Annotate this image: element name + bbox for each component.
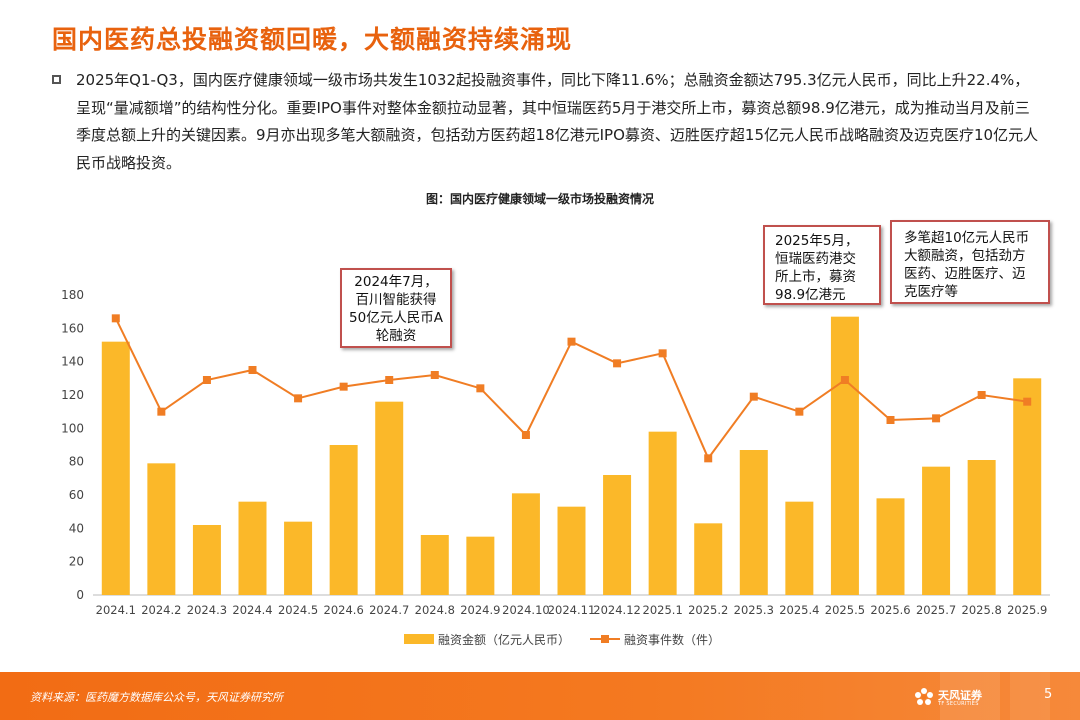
logo-text-en: TF SECURITIES — [938, 701, 979, 707]
bar-2024.3 — [192, 525, 221, 595]
bar-2025.9 — [1013, 378, 1042, 595]
x-tick-label: 2025.5 — [825, 603, 865, 617]
point-2024.7 — [385, 376, 394, 384]
point-2024.10 — [521, 431, 530, 439]
chart-caption: 图：国内医疗健康领域一级市场投融资情况 — [425, 192, 654, 206]
y-tick-label: 20 — [69, 555, 84, 569]
legend-bar-label: 融资金额（亿元人民币） — [438, 632, 570, 647]
legend-bar-swatch — [404, 634, 434, 644]
point-2025.6 — [886, 416, 895, 424]
callout-hengrui: 2025年5月，恒瑞医药港交所上市，募资98.9亿港元 — [763, 225, 881, 305]
bar-2024.11 — [557, 506, 586, 595]
summary-text: 2025年Q1-Q3，国内医疗健康领域一级市场共发生1032起投融资事件，同比下… — [76, 71, 1039, 172]
x-tick-label: 2024.4 — [232, 603, 272, 617]
bar-2024.4 — [238, 501, 267, 595]
x-tick-label: 2024.9 — [460, 603, 500, 617]
point-2025.1 — [658, 349, 667, 358]
bar-2025.7 — [922, 466, 951, 595]
bar-2025.3 — [739, 450, 768, 595]
y-tick-label: 180 — [61, 288, 84, 302]
x-tick-label: 2024.12 — [593, 603, 641, 617]
y-tick-label: 80 — [69, 455, 84, 469]
point-2024.9 — [476, 384, 485, 393]
x-tick-label: 2024.3 — [187, 603, 227, 617]
y-tick-label: 120 — [61, 388, 84, 402]
footer-band — [0, 672, 1080, 720]
point-2025.4 — [795, 407, 804, 416]
bar-2024.12 — [603, 475, 632, 595]
bar-2024.6 — [329, 445, 358, 595]
point-2024.4 — [248, 366, 257, 374]
x-tick-label: 2025.3 — [734, 603, 774, 617]
bar-2024.1 — [101, 341, 130, 595]
bar-2024.9 — [466, 536, 495, 595]
bar-2024.2 — [147, 463, 176, 595]
x-tick-label: 2025.8 — [962, 603, 1002, 617]
y-tick-label: 40 — [69, 521, 84, 535]
point-2025.8 — [977, 391, 986, 399]
point-2024.2 — [157, 407, 166, 416]
point-2024.1 — [111, 314, 120, 323]
bar-2024.10 — [511, 493, 540, 595]
chart-legend: 融资金额（亿元人民币） 融资事件数（件） — [404, 632, 720, 647]
point-2024.12 — [613, 359, 622, 368]
x-tick-label: 2025.4 — [779, 603, 819, 617]
point-2024.5 — [294, 394, 303, 403]
x-tick-label: 2024.1 — [96, 603, 136, 617]
line-series — [111, 314, 1032, 463]
bar-series — [101, 316, 1042, 595]
callout-large-financing: 多笔超10亿元人民币大额融资，包括劲方医药、迈胜医疗、迈克医疗等 — [890, 220, 1050, 304]
point-2024.8 — [430, 371, 439, 379]
x-tick-label: 2024.2 — [141, 603, 181, 617]
point-2025.5 — [840, 376, 849, 384]
x-tick-label: 2024.5 — [278, 603, 318, 617]
point-2024.11 — [567, 337, 576, 346]
bullet-square-icon — [52, 75, 61, 84]
bar-2025.5 — [830, 316, 859, 595]
x-tick-label: 2024.8 — [415, 603, 455, 617]
x-tick-label: 2025.9 — [1007, 603, 1047, 617]
bar-2025.6 — [876, 498, 905, 595]
bar-2024.5 — [284, 521, 313, 595]
x-axis: 2024.1 2024.2 2024.3 2024.4 2024.5 2024.6 2024… — [96, 603, 1048, 617]
legend-line-marker — [601, 635, 609, 643]
y-tick-label: 60 — [69, 488, 84, 502]
footer-decoration — [940, 672, 1000, 720]
footer-decoration — [1010, 672, 1050, 720]
x-tick-label: 2024.7 — [369, 603, 409, 617]
point-2024.3 — [202, 376, 211, 384]
tf-securities-logo: 天风证券 TF SECURITIES — [912, 684, 992, 712]
x-tick-label: 2025.7 — [916, 603, 956, 617]
bar-2025.8 — [967, 460, 996, 595]
y-tick-label: 100 — [61, 421, 84, 435]
x-tick-label: 2024.10 — [502, 603, 550, 617]
x-tick-label: 2024.6 — [324, 603, 364, 617]
y-tick-label: 0 — [76, 588, 84, 602]
x-tick-label: 2025.6 — [870, 603, 910, 617]
callout-baichuan: 2024年7月，百川智能获得50亿元人民币A轮融资 — [340, 268, 452, 348]
logo-text-cn: 天风证券 — [938, 689, 982, 702]
bar-2025.2 — [694, 523, 723, 595]
y-tick-label: 140 — [61, 355, 84, 369]
page-number: 5 — [1044, 687, 1053, 702]
x-tick-label: 2025.1 — [643, 603, 683, 617]
x-tick-label: 2025.2 — [688, 603, 728, 617]
bar-2024.8 — [420, 535, 449, 595]
y-tick-label: 160 — [61, 321, 84, 335]
point-2024.6 — [339, 382, 348, 391]
bar-2024.7 — [375, 401, 404, 595]
source-note: 资料来源：医药魔方数据库公众号，天风证券研究所 — [30, 691, 283, 704]
point-2025.9 — [1023, 397, 1032, 406]
point-2025.2 — [704, 454, 713, 463]
bar-2025.1 — [648, 431, 677, 595]
flower-logo-icon — [915, 688, 933, 705]
point-2025.7 — [932, 414, 941, 423]
point-2025.3 — [749, 392, 758, 401]
legend-line-label: 融资事件数（件） — [624, 632, 720, 647]
page-title: 国内医药总投融资额回暖，大额融资持续涌现 — [52, 25, 573, 54]
bar-2025.4 — [785, 501, 814, 595]
x-tick-label: 2024.11 — [548, 603, 596, 617]
